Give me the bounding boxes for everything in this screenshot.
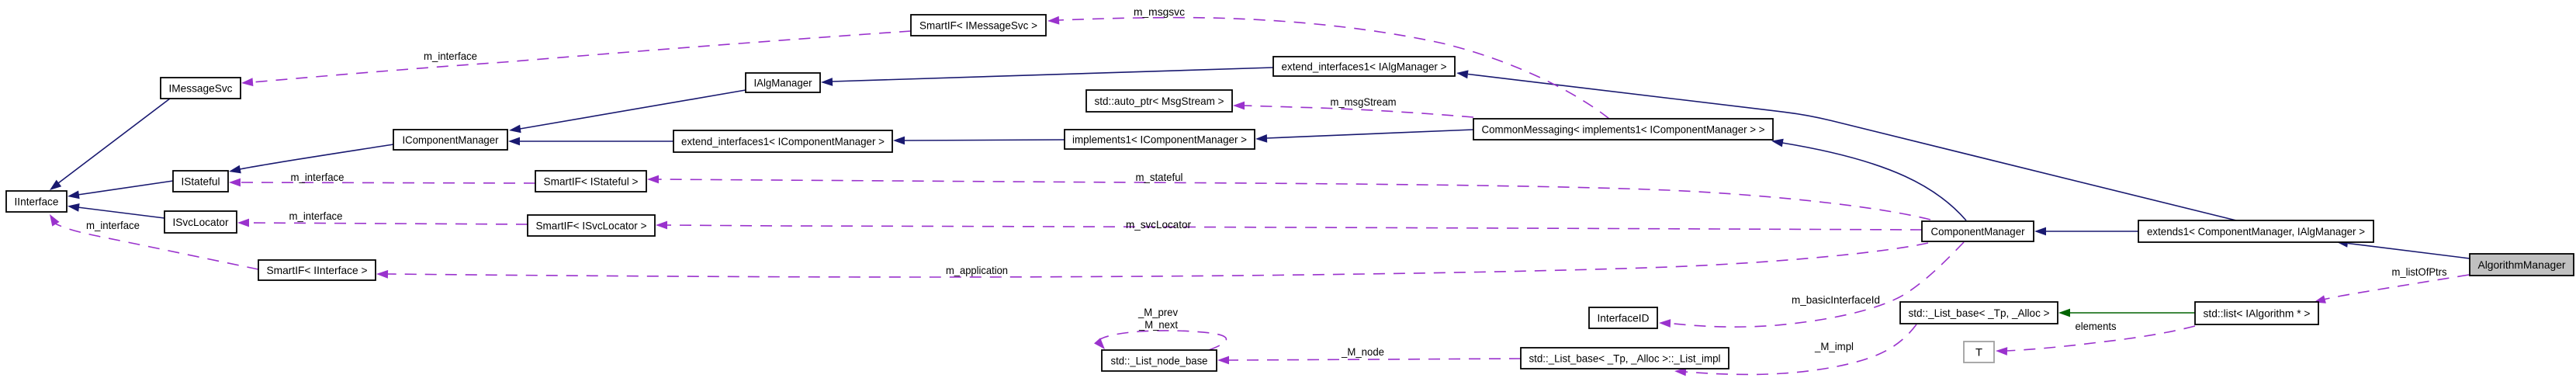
svg-text:extend_interfaces1< IComponent: extend_interfaces1< IComponentManager > — [681, 135, 885, 147]
svg-text:m_basicInterfaceId: m_basicInterfaceId — [1792, 293, 1880, 306]
svg-text:extend_interfaces1< IAlgManage: extend_interfaces1< IAlgManager > — [1282, 61, 1447, 73]
svg-text:m_msgsvc: m_msgsvc — [1134, 5, 1185, 18]
svg-text:extends1< ComponentManager, IA: extends1< ComponentManager, IAlgManager … — [2147, 225, 2365, 238]
svg-text:std::_List_node_base: std::_List_node_base — [1111, 355, 1208, 367]
svg-text:ISvcLocator: ISvcLocator — [173, 216, 229, 228]
svg-text:m_svcLocator: m_svcLocator — [1126, 218, 1191, 231]
svg-text:IStateful: IStateful — [182, 175, 220, 188]
svg-text:m_msgStream: m_msgStream — [1331, 95, 1397, 108]
svg-text:_M_next: _M_next — [1138, 318, 1178, 331]
svg-text:SmartIF< IInterface >: SmartIF< IInterface > — [267, 264, 368, 276]
svg-text:InterfaceID: InterfaceID — [1598, 312, 1650, 324]
svg-text:SmartIF< IStateful >: SmartIF< IStateful > — [544, 175, 639, 188]
svg-text:IAlgManager: IAlgManager — [754, 77, 812, 89]
svg-text:ComponentManager: ComponentManager — [1931, 225, 2025, 238]
svg-text:m_interface: m_interface — [424, 50, 477, 62]
svg-text:std::auto_ptr< MsgStream >: std::auto_ptr< MsgStream > — [1095, 95, 1224, 107]
svg-text:CommonMessaging< implements1<: CommonMessaging< implements1< IComponent… — [1482, 123, 1765, 136]
svg-text:m_stateful: m_stateful — [1136, 171, 1183, 183]
svg-text:_M_node: _M_node — [1341, 345, 1384, 358]
svg-text:m_interface: m_interface — [86, 219, 140, 231]
svg-text:SmartIF< IMessageSvc >: SmartIF< IMessageSvc > — [919, 19, 1037, 32]
svg-text:IComponentManager: IComponentManager — [403, 134, 499, 146]
svg-text:std::_List_base< _Tp, _Alloc >: std::_List_base< _Tp, _Alloc > — [1909, 307, 2050, 319]
svg-text:_M_prev: _M_prev — [1137, 306, 1178, 318]
svg-text:std::_List_base< _Tp, _Alloc >: std::_List_base< _Tp, _Alloc >::_List_im… — [1529, 352, 1721, 365]
svg-text:implements1< IComponentManager: implements1< IComponentManager > — [1072, 134, 1247, 146]
svg-text:std::list< IAlgorithm * >: std::list< IAlgorithm * > — [2204, 307, 2311, 320]
svg-text:_M_impl: _M_impl — [1814, 340, 1854, 352]
svg-text:elements: elements — [2076, 320, 2117, 332]
svg-text:IMessageSvc: IMessageSvc — [169, 82, 233, 95]
svg-text:T: T — [1975, 346, 1982, 359]
svg-text:IInterface: IInterface — [15, 196, 59, 208]
svg-text:AlgorithmManager: AlgorithmManager — [2478, 258, 2566, 271]
svg-text:m_interface: m_interface — [289, 210, 343, 222]
svg-text:m_listOfPtrs: m_listOfPtrs — [2392, 265, 2447, 278]
svg-text:m_interface: m_interface — [291, 171, 345, 183]
svg-text:SmartIF< ISvcLocator >: SmartIF< ISvcLocator > — [536, 220, 647, 232]
svg-text:m_application: m_application — [946, 264, 1008, 276]
